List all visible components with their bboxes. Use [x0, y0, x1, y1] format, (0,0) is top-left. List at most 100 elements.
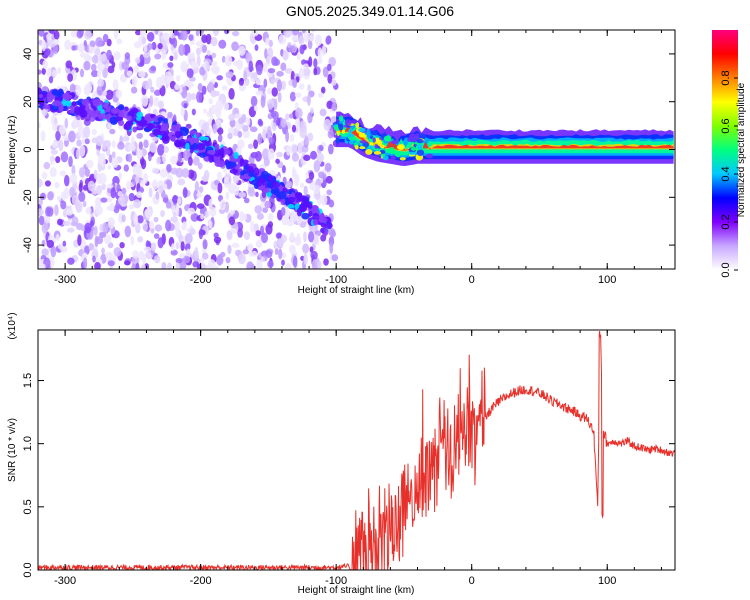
speckle [41, 171, 48, 180]
speckle [181, 168, 190, 178]
ridge-blob [287, 196, 296, 203]
speckle [281, 252, 287, 259]
speckle [148, 187, 153, 198]
speckle [185, 92, 192, 103]
ridge-blob [312, 212, 320, 221]
speckle [65, 208, 74, 216]
speckle [161, 261, 167, 269]
snr-y-scale-note: (x10⁴) [7, 312, 18, 339]
speckle [268, 39, 273, 48]
speckle [96, 185, 103, 196]
ridge-blob [103, 102, 109, 109]
speckle [309, 34, 315, 42]
speckle [142, 223, 149, 232]
speckle [94, 235, 99, 248]
speckle [111, 157, 119, 168]
speckle [292, 255, 298, 268]
speckle [78, 182, 83, 193]
speckle [250, 95, 258, 107]
speckle [48, 75, 54, 84]
speckle [183, 149, 190, 161]
speckle [70, 121, 78, 130]
speckle [328, 143, 334, 155]
speckle [97, 155, 105, 165]
speckle [307, 84, 312, 92]
speckle [170, 155, 178, 165]
speckle [40, 130, 46, 142]
speckle [257, 133, 263, 145]
speckle [168, 115, 174, 126]
speckle [214, 90, 220, 97]
speckle [95, 36, 103, 47]
speckle [313, 184, 321, 195]
speckle [92, 255, 96, 263]
ridge-blob [180, 127, 189, 137]
speckle [285, 113, 290, 121]
speckle [69, 172, 78, 185]
speckle [218, 39, 227, 49]
ridge-blob [136, 111, 144, 118]
ridge-blob [295, 198, 302, 203]
band-blob [346, 133, 355, 138]
speckle [131, 76, 138, 87]
speckle [158, 100, 164, 110]
speckle [201, 34, 208, 44]
speckle [131, 263, 137, 269]
speckle [78, 30, 84, 37]
speckle [280, 80, 286, 91]
ridge-blob [295, 192, 300, 199]
ridge-blob [115, 116, 124, 122]
speckle [231, 41, 239, 52]
speckle [155, 156, 161, 165]
speckle [318, 144, 324, 151]
speckle [46, 239, 55, 248]
snr-y-tick-label: 1.5 [22, 373, 34, 388]
ridge-blob [174, 130, 182, 138]
band-blob [425, 153, 434, 159]
speckle [311, 30, 316, 33]
speckle [275, 158, 280, 164]
speckle [62, 220, 71, 227]
snr-y-tick-label: 1.0 [22, 436, 34, 451]
ridge-blob [81, 98, 90, 106]
ridge-blob [52, 100, 62, 107]
speckle [177, 197, 182, 205]
speckle [164, 71, 172, 80]
speckle [103, 234, 112, 245]
speckle [316, 152, 325, 163]
speckle [325, 175, 333, 184]
speckle [237, 253, 246, 265]
speckle [96, 149, 101, 157]
speckle [41, 248, 49, 256]
speckle [153, 216, 159, 223]
speckle [121, 61, 130, 70]
speckle [187, 207, 196, 215]
speckle [225, 191, 230, 200]
speckle [186, 68, 194, 79]
ridge-blob [214, 143, 220, 151]
speckle [249, 126, 258, 133]
speckle [182, 187, 188, 199]
speckle [50, 149, 58, 155]
ridge-blob [198, 152, 207, 158]
speckle [243, 197, 250, 204]
speckle [175, 167, 184, 178]
speckle [289, 91, 296, 102]
colorbar-title: Normalized spectral amplitude [736, 82, 747, 217]
speckle [321, 45, 327, 56]
ridge-blob [323, 228, 329, 236]
speckle [49, 166, 57, 178]
speckle [91, 128, 97, 136]
speckle [38, 215, 45, 226]
speckle [248, 60, 254, 73]
speckle [308, 56, 313, 68]
speckle [121, 136, 130, 142]
speckle [53, 30, 60, 40]
speckle [92, 54, 99, 64]
speckle [276, 117, 281, 127]
speckle [41, 221, 49, 234]
band-blob [355, 121, 360, 129]
speckle [99, 231, 107, 237]
speckle [148, 221, 155, 229]
